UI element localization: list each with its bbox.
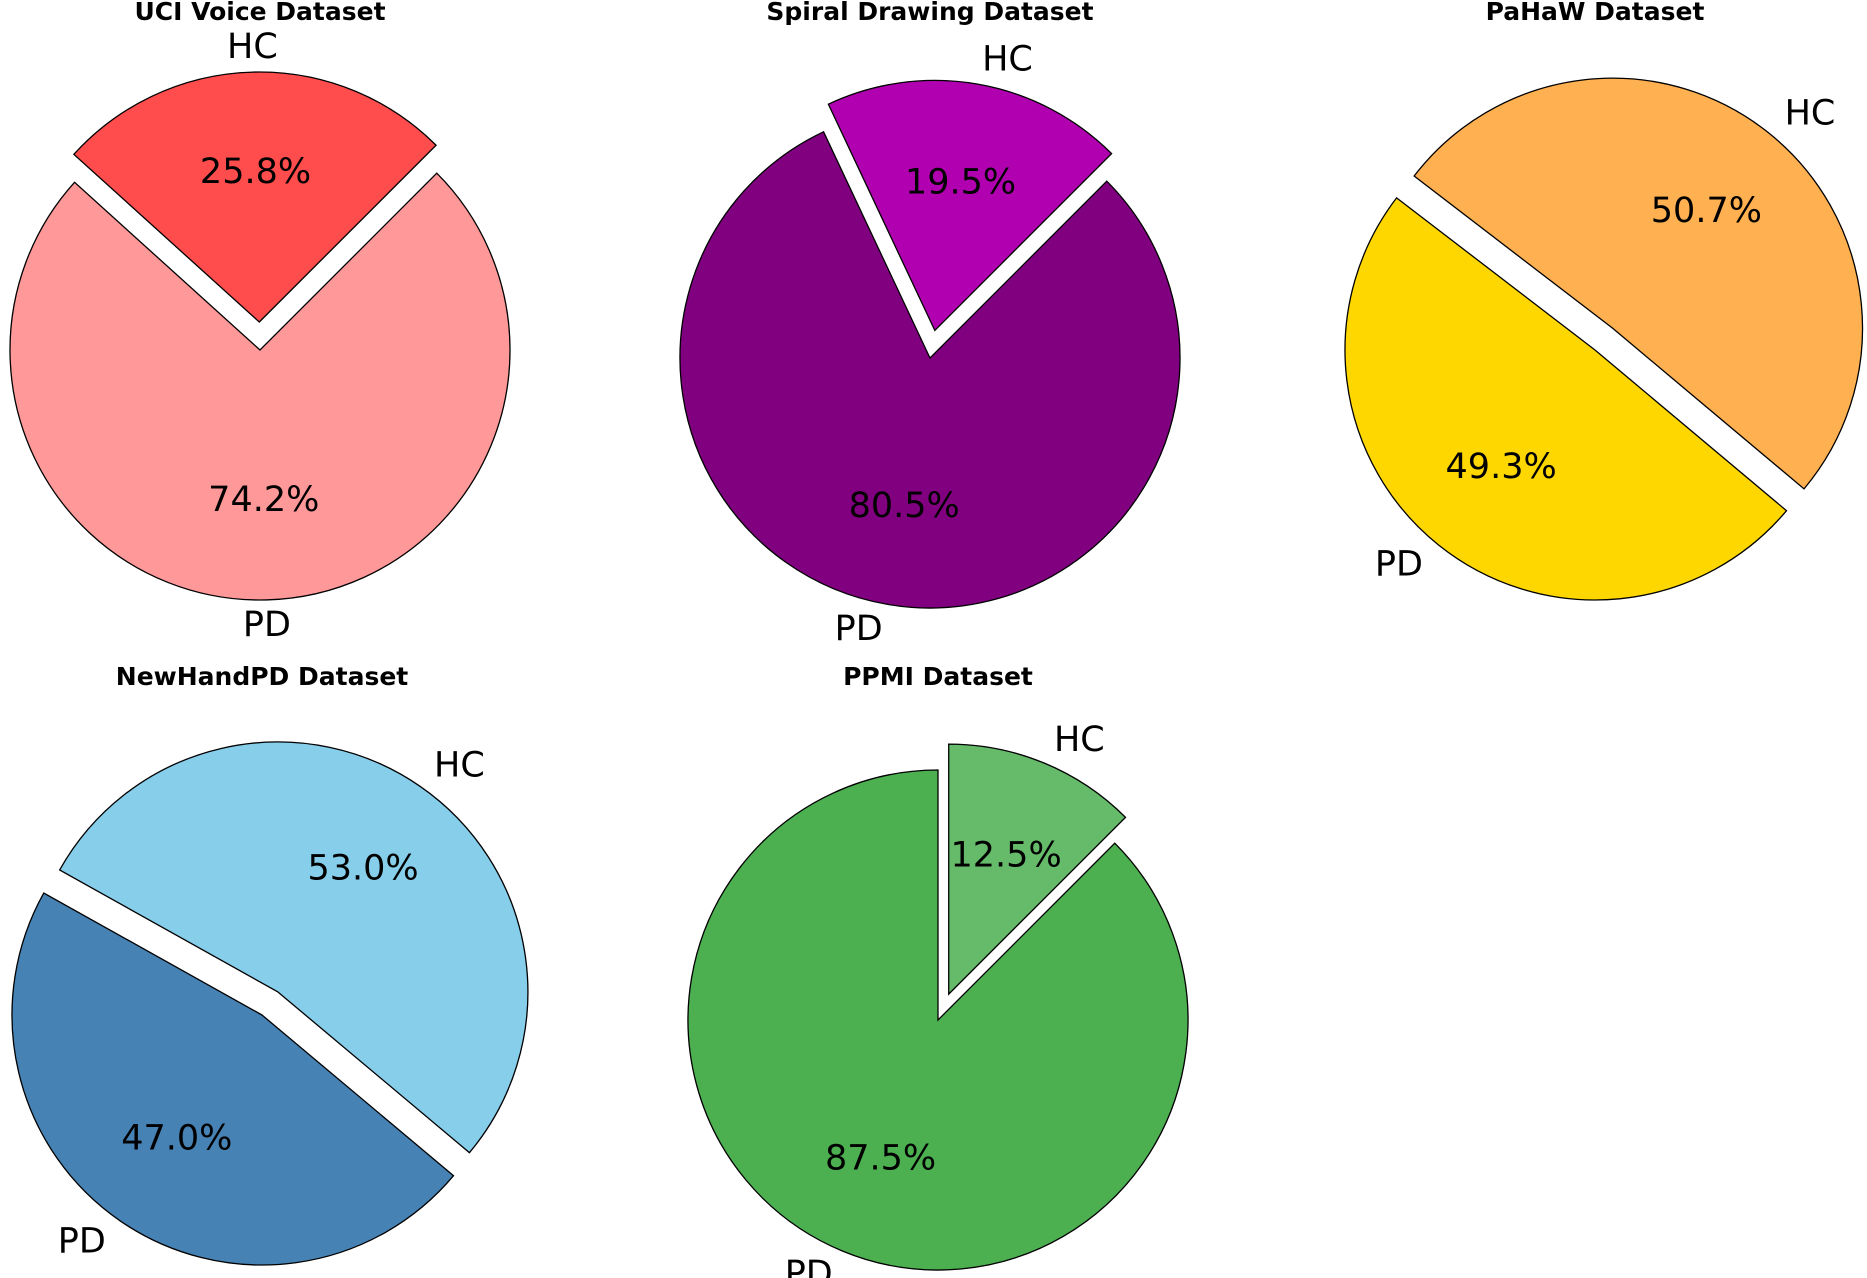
pie-slice-pd (679, 130, 1181, 609)
pie-panel-1: UCI Voice Dataset 25.8% HC 74.2% PD (9, 0, 511, 645)
pie-slice-pd (1344, 196, 1788, 601)
pie-panel-4: NewHandPD Dataset 53.0% HC 47.0% PD (11, 662, 529, 1266)
slice-label-pd: PD (785, 1254, 833, 1278)
slice-label-hc: HC (227, 27, 278, 67)
slice-label-hc: HC (1054, 720, 1105, 760)
chart-title: PaHaW Dataset (1486, 0, 1705, 26)
slice-label-pd: PD (835, 609, 883, 649)
percent-label-pd: 74.2% (208, 480, 319, 520)
slice-label-pd: PD (243, 605, 291, 645)
percent-label-hc: 19.5% (905, 163, 1016, 203)
pie-slice-hc (58, 741, 529, 1154)
chart-title: PPMI Dataset (843, 662, 1033, 691)
pie-slice-hc (948, 743, 1127, 996)
percent-label-pd: 49.3% (1446, 447, 1557, 487)
slice-label-pd: PD (58, 1221, 106, 1261)
percent-label-hc: 50.7% (1651, 191, 1762, 231)
percent-label-pd: 80.5% (849, 486, 960, 526)
percent-label-hc: 53.0% (307, 848, 418, 888)
pie-panel-2: Spiral Drawing Dataset 19.5% HC 80.5% PD (679, 0, 1181, 649)
pie-slice-hc (72, 71, 437, 323)
slice-label-hc: HC (434, 746, 485, 786)
pie-slice-hc (827, 79, 1113, 332)
percent-label-pd: 87.5% (825, 1139, 936, 1179)
slice-label-pd: PD (1375, 544, 1423, 584)
pie-slice-pd (687, 769, 1189, 1271)
pie-slice-hc (1413, 77, 1864, 490)
pie-slice-pd (11, 892, 455, 1266)
chart-title: Spiral Drawing Dataset (766, 0, 1093, 26)
percent-label-hc: 12.5% (951, 836, 1062, 876)
pie-slice-pd (9, 172, 511, 601)
pie-panel-5: PPMI Dataset 12.5% HC 87.5% PD (687, 662, 1189, 1278)
percent-label-pd: 47.0% (121, 1118, 232, 1158)
slice-label-hc: HC (982, 40, 1033, 80)
percent-label-hc: 25.8% (200, 152, 311, 192)
chart-title: UCI Voice Dataset (134, 0, 385, 26)
slice-label-hc: HC (1785, 94, 1836, 134)
pie-panel-3: PaHaW Dataset 50.7% HC 49.3% PD (1344, 0, 1864, 601)
chart-title: NewHandPD Dataset (116, 662, 409, 691)
